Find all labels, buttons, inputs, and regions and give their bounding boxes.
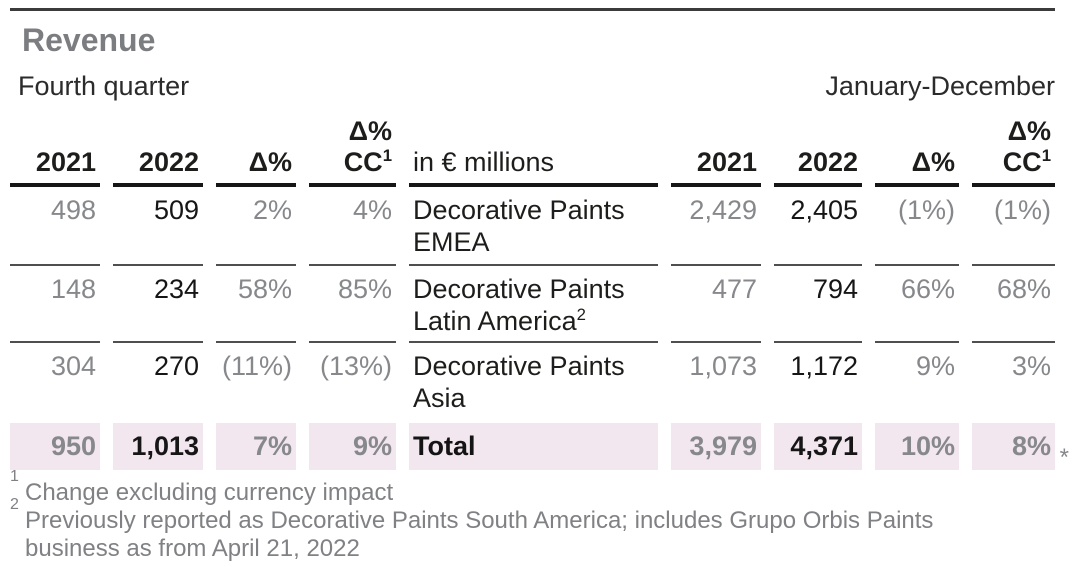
period-right-label: January-December (825, 71, 1055, 101)
header-fy-delta-cc-line1: Δ% (1007, 116, 1051, 146)
cell-q4-2021: 148 (10, 264, 100, 341)
cell-fy-delta: (1%) (897, 195, 955, 225)
cell-q4-2021: 498 (50, 195, 96, 225)
footnotes: 1 Change excluding currency impact 2 Pre… (10, 468, 1055, 563)
cell-fy-delta: 66% (875, 264, 959, 341)
cell-fy-2021: 2,429 (689, 195, 757, 225)
cell-q4-delta: 2% (252, 195, 292, 225)
cell-fy-2021: 477 (671, 264, 761, 341)
header-q4-delta-cc-line2: CC1 (343, 146, 392, 177)
cell-q4-delta: 7% (216, 423, 296, 470)
cell-q4-2022: 509 (153, 195, 199, 225)
table-row-asia: 304 270 (11%) (13%) Decorative Paints As… (10, 341, 1055, 418)
cell-fy-2021: 1,073 (671, 341, 761, 418)
cell-q4-2022: 1,013 (113, 423, 203, 470)
cell-q4-2022: 234 (113, 264, 203, 341)
cell-fy-delta-cc: 68% (972, 264, 1055, 341)
cell-fy-delta-cc: 3% (972, 341, 1055, 418)
footnote-ref-2: 2 (576, 305, 586, 324)
cell-fy-delta-cc: 8% (972, 423, 1055, 470)
cell-q4-2022: 270 (113, 341, 203, 418)
row-label: Decorative Paints Latin America2 (409, 264, 658, 341)
table-row-latin-america: 148 234 58% 85% Decorative Paints Latin … (10, 264, 1055, 341)
cell-fy-delta: 9% (875, 341, 959, 418)
cell-fy-2022: 4,371 (774, 423, 862, 470)
header-q4-2022: 2022 (113, 147, 203, 187)
cell-fy-2022: 2,405 (790, 195, 858, 225)
table-header-row: 2021 2022 Δ% Δ% CC1 in € millions 2021 2… (10, 116, 1055, 187)
row-label: Decorative Paints Asia (409, 341, 658, 418)
header-fy-2021: 2021 (671, 147, 761, 187)
footnote-1-text: Change excluding currency impact (25, 479, 394, 506)
header-q4-delta-cc-line1: Δ% (348, 116, 392, 146)
cell-q4-delta-cc: 85% (309, 264, 396, 341)
header-q4-delta: Δ% (216, 147, 296, 187)
report-page: Revenue Fourth quarter January-December … (10, 0, 1069, 563)
page-title: Revenue (22, 22, 156, 58)
cell-q4-2021: 950 (10, 423, 100, 470)
table-row-emea: 498 509 2% 4% Decorative Paints EMEA 2,4… (10, 187, 1055, 264)
cell-q4-2021: 304 (10, 341, 100, 418)
header-fy-delta-cc: Δ% CC1 (972, 116, 1055, 187)
period-labels-row: Fourth quarter January-December (10, 71, 1055, 102)
footnote-1: 1 Change excluding currency impact (10, 468, 394, 507)
header-q4-2021: 2021 (10, 147, 100, 187)
total-label: Total (409, 423, 658, 470)
period-left-label: Fourth quarter (18, 71, 190, 101)
cell-q4-delta: 58% (216, 264, 296, 341)
table-row-total: 950 1,013 7% 9% Total 3,979 4,371 10% 8%… (10, 423, 1069, 471)
top-rule (10, 8, 1055, 11)
header-fy-2022: 2022 (774, 147, 862, 187)
cell-q4-delta-cc: (13%) (309, 341, 396, 418)
cell-q4-delta-cc: 4% (352, 195, 392, 225)
footnote-2: 2 Previously reported as Decorative Pain… (10, 497, 1055, 563)
cell-fy-delta: 10% (875, 423, 959, 470)
footnote-2-text: Previously reported as Decorative Paints… (25, 507, 934, 562)
cell-fy-2022: 1,172 (774, 341, 862, 418)
header-fy-delta-cc-line2: CC1 (1002, 146, 1051, 177)
header-q4-delta-cc: Δ% CC1 (309, 116, 396, 187)
cell-q4-delta: (11%) (216, 341, 296, 418)
footnote-ref-1: 1 (382, 146, 392, 165)
cell-fy-2022: 794 (774, 264, 862, 341)
cell-fy-2021: 3,979 (671, 423, 761, 470)
total-asterisk-note: * (1059, 444, 1069, 471)
cell-q4-delta-cc: 9% (309, 423, 396, 470)
row-label: Decorative Paints EMEA (413, 195, 625, 257)
unit-label: in € millions (409, 147, 658, 187)
header-fy-delta: Δ% (875, 147, 959, 187)
cell-fy-delta-cc: (1%) (993, 195, 1051, 225)
footnote-ref-1: 1 (1041, 146, 1051, 165)
